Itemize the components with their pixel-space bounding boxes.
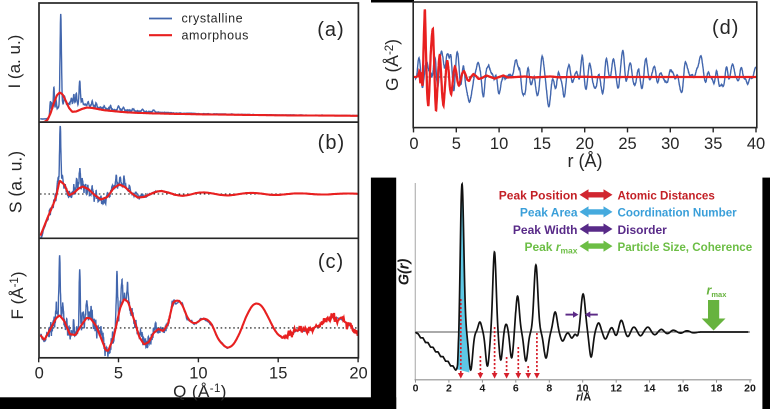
svg-text:15: 15 [533, 135, 551, 153]
svg-text:(c): (c) [318, 251, 344, 273]
svg-text:S (a. u.): S (a. u.) [6, 151, 26, 213]
svg-text:15: 15 [269, 365, 287, 383]
svg-text:rmax: rmax [707, 284, 728, 299]
svg-text:10: 10 [490, 135, 508, 153]
svg-text:Peak Area: Peak Area [520, 206, 578, 220]
svg-text:(b): (b) [318, 132, 345, 154]
svg-text:14: 14 [644, 383, 656, 395]
svg-text:25: 25 [618, 135, 636, 153]
svg-text:amorphous: amorphous [182, 28, 250, 42]
svg-text:10: 10 [577, 383, 589, 395]
svg-text:F (Å-1): F (Å-1) [8, 271, 27, 319]
svg-text:Coordination Number: Coordination Number [618, 207, 738, 220]
svg-text:4: 4 [479, 383, 485, 395]
svg-text:Peak Position: Peak Position [499, 189, 578, 203]
svg-text:(a): (a) [317, 19, 344, 41]
svg-text:18: 18 [711, 383, 723, 395]
svg-text:5: 5 [114, 365, 123, 383]
svg-text:Atomic Distances: Atomic Distances [618, 190, 715, 203]
svg-text:I (a. u.): I (a. u.) [5, 35, 24, 89]
svg-text:30: 30 [661, 135, 679, 153]
svg-text:20: 20 [576, 135, 594, 153]
svg-text:G (Å-2): G (Å-2) [382, 39, 402, 91]
svg-text:Particle Size, Coherence: Particle Size, Coherence [618, 241, 753, 254]
svg-text:10: 10 [189, 365, 207, 383]
svg-text:6: 6 [513, 383, 519, 395]
svg-text:(d): (d) [712, 17, 739, 39]
svg-text:r/Å: r/Å [576, 391, 591, 404]
svg-text:12: 12 [610, 383, 622, 395]
svg-text:Peak Width: Peak Width [513, 223, 578, 237]
svg-text:Peak rmax: Peak rmax [524, 240, 577, 256]
svg-text:0: 0 [409, 135, 418, 153]
svg-text:Disorder: Disorder [618, 223, 668, 237]
svg-text:0: 0 [35, 365, 44, 383]
svg-text:crystalline: crystalline [182, 12, 244, 26]
svg-text:r (Å): r (Å) [568, 151, 603, 171]
svg-text:2: 2 [446, 383, 452, 395]
svg-text:0: 0 [413, 383, 419, 395]
svg-text:G(r): G(r) [397, 259, 413, 286]
svg-text:20: 20 [744, 383, 756, 395]
svg-text:5: 5 [452, 135, 461, 153]
svg-text:16: 16 [677, 383, 689, 395]
svg-text:8: 8 [546, 383, 552, 395]
svg-text:20: 20 [349, 365, 367, 383]
svg-text:40: 40 [747, 135, 765, 153]
svg-text:35: 35 [704, 135, 722, 153]
